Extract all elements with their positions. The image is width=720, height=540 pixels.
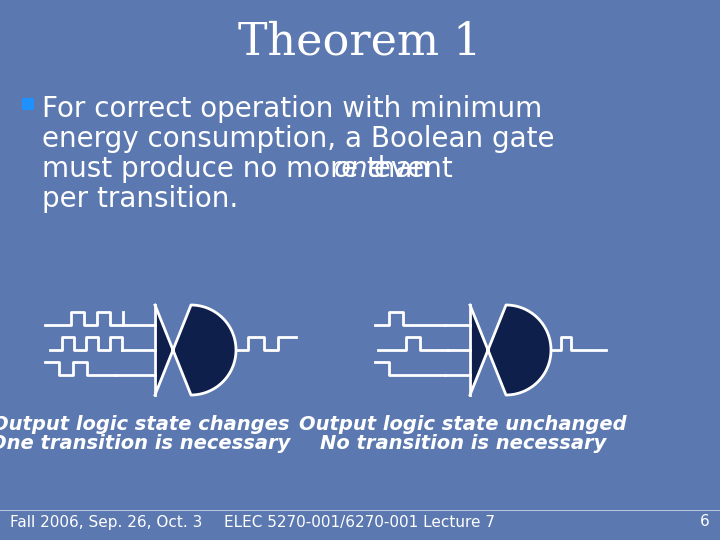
Text: Theorem 1: Theorem 1 — [238, 21, 482, 64]
Bar — [22, 98, 34, 110]
Text: Fall 2006, Sep. 26, Oct. 3: Fall 2006, Sep. 26, Oct. 3 — [10, 515, 202, 530]
Text: Output logic state unchanged: Output logic state unchanged — [300, 415, 627, 434]
Text: must produce no more than: must produce no more than — [42, 155, 439, 183]
Text: Output logic state changes: Output logic state changes — [0, 415, 289, 434]
Text: energy consumption, a Boolean gate: energy consumption, a Boolean gate — [42, 125, 554, 153]
Text: event: event — [365, 155, 453, 183]
Polygon shape — [470, 305, 551, 395]
Text: one: one — [334, 155, 386, 183]
Text: One transition is necessary: One transition is necessary — [0, 434, 291, 453]
Text: For correct operation with minimum: For correct operation with minimum — [42, 95, 542, 123]
Text: 6: 6 — [701, 515, 710, 530]
Text: No transition is necessary: No transition is necessary — [320, 434, 606, 453]
Text: per transition.: per transition. — [42, 185, 238, 213]
Text: ELEC 5270-001/6270-001 Lecture 7: ELEC 5270-001/6270-001 Lecture 7 — [225, 515, 495, 530]
Polygon shape — [155, 305, 236, 395]
